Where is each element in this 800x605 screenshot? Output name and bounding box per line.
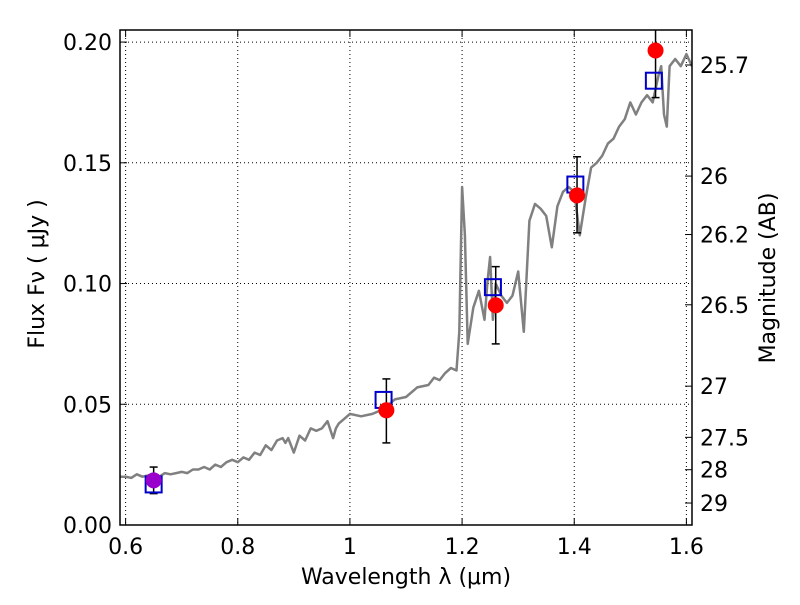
right-tick-label: 27.5 (700, 426, 749, 451)
x-tick-label: 1.4 (557, 535, 592, 560)
y-tick-label: 0.15 (63, 152, 112, 177)
y-tick-label: 0.10 (63, 273, 112, 298)
right-axis-title: Magnitude (AB) (756, 193, 781, 364)
observed-flux-point (487, 297, 504, 314)
right-tick-label: 26 (700, 165, 728, 190)
right-tick-label: 25.7 (700, 54, 749, 79)
x-tick-label: 0.8 (220, 535, 255, 560)
model-spectrum-line (120, 52, 692, 480)
y-tick-label: 0.20 (63, 31, 112, 56)
right-tick-label: 29 (700, 492, 728, 517)
x-tick-label: 1 (343, 535, 357, 560)
y-axis-title: Flux Fν ( μJy ) (25, 199, 50, 348)
plot-data (120, 30, 692, 495)
axis-ticks: 0.6 0.8 1 1.2 1.4 1.6 0.00 0.05 0.10 0.15 0.20 25.7… (63, 30, 749, 560)
plot-clipped-group (120, 30, 692, 495)
right-tick-label: 26.2 (700, 224, 749, 249)
observed-flux-point (145, 472, 162, 489)
y-tick-label: 0.05 (63, 393, 112, 418)
observed-flux-point (378, 402, 395, 419)
plot-frame (119, 29, 693, 526)
grid-lines (120, 30, 692, 526)
right-tick-label: 26.5 (700, 294, 749, 319)
right-tick-label: 28 (700, 459, 728, 484)
x-tick-label: 1.6 (669, 535, 704, 560)
x-tick-label: 0.6 (108, 535, 143, 560)
x-axis-title: Wavelength λ (μm) (301, 565, 511, 590)
observed-flux-point (647, 42, 664, 59)
right-tick-label: 27 (700, 375, 728, 400)
x-tick-label: 1.2 (445, 535, 480, 560)
synthetic-flux-square (483, 278, 502, 297)
y-tick-label: 0.00 (63, 514, 112, 539)
observed-flux-point (569, 187, 586, 204)
synthetic-flux-square (644, 71, 663, 90)
